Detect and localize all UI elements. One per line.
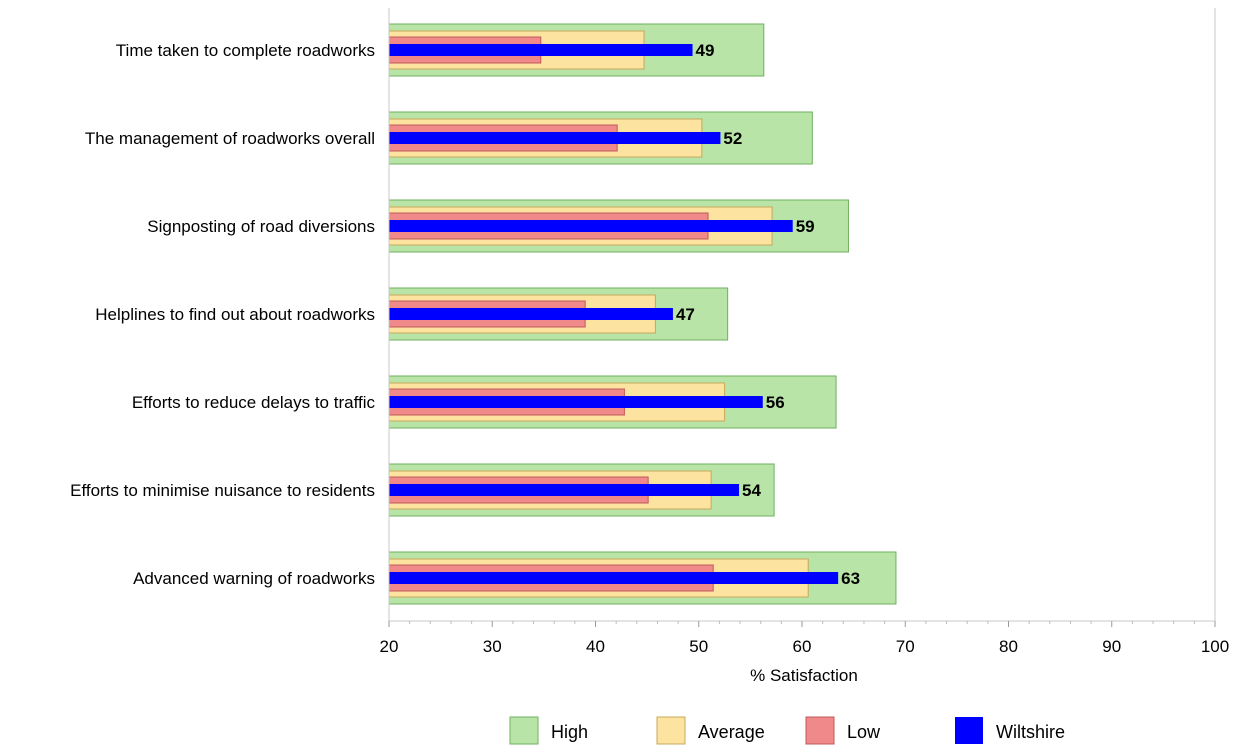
data-label: 56 [766,393,785,412]
x-tick-label: 20 [380,637,399,656]
data-label: 49 [696,41,715,60]
bar-wiltshire [389,308,673,320]
x-tick-label: 60 [793,637,812,656]
category-label: Helplines to find out about roadworks [95,305,375,324]
bar-wiltshire [389,220,793,232]
legend-label-low: Low [847,722,881,742]
legend-swatch-high [509,716,539,745]
category-label: Efforts to minimise nuisance to resident… [70,481,375,500]
category-label: Efforts to reduce delays to traffic [132,393,376,412]
x-tick-label: 40 [586,637,605,656]
x-axis-title: % Satisfaction [750,666,858,685]
category-label: Time taken to complete roadworks [116,41,375,60]
data-label: 47 [676,305,695,324]
legend-swatch-wiltshire [955,717,983,744]
category-label: The management of roadworks overall [85,129,375,148]
x-tick-label: 50 [689,637,708,656]
bar-wiltshire [389,484,740,496]
legend-swatch-low [805,716,835,745]
x-tick-label: 70 [896,637,915,656]
data-label: 63 [841,569,860,588]
data-label: 52 [723,129,742,148]
x-tick-label: 30 [483,637,502,656]
x-tick-label: 90 [1102,637,1121,656]
x-tick-label: 100 [1201,637,1229,656]
category-label: Signposting of road diversions [147,217,375,236]
category-label: Advanced warning of roadworks [133,569,375,588]
bar-wiltshire [389,396,763,408]
data-label: 54 [742,481,761,500]
legend: High Average Low Wiltshire [509,716,1065,745]
axes: Time taken to complete roadworks The mana… [70,8,1229,656]
bar-wiltshire [389,572,839,584]
legend-label-wiltshire: Wiltshire [996,722,1065,742]
legend-label-high: High [551,722,588,742]
data-label: 59 [796,217,815,236]
bar-wiltshire [389,44,693,56]
x-tick-label: 80 [999,637,1018,656]
plot-area: 49 52 59 47 56 54 63 [388,23,897,605]
legend-swatch-average [656,716,686,745]
legend-label-average: Average [698,722,765,742]
bar-wiltshire [389,132,721,144]
